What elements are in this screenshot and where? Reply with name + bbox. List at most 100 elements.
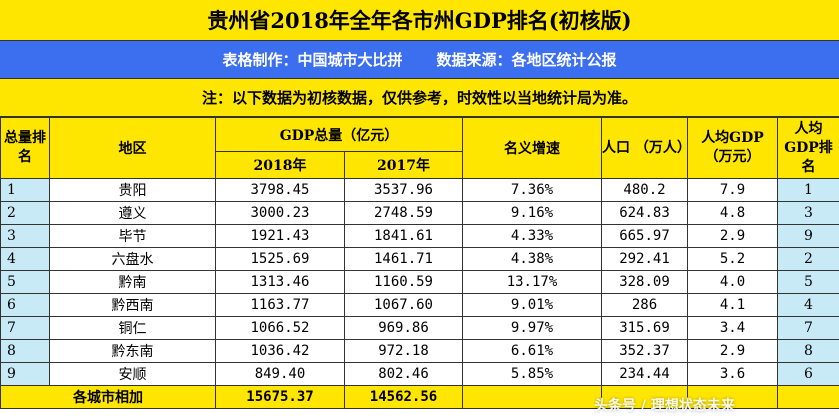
header-per-capita-rank: 人均GDP排名 — [777, 117, 839, 179]
table-row: 5 黔南 1313.46 1160.59 13.17% 328.09 4.0 5 — [0, 270, 839, 294]
cell-gdp-2017: 969.86 — [344, 316, 463, 340]
cell-rank: 7 — [0, 316, 50, 340]
cell-per-capita: 5.2 — [687, 247, 778, 271]
cell-population: 352.37 — [601, 339, 688, 363]
cell-population: 315.69 — [601, 316, 688, 340]
cell-per-capita-rank: 3 — [777, 201, 839, 225]
cell-gdp-2017: 802.46 — [344, 362, 463, 386]
cell-per-capita-rank: 2 — [777, 247, 839, 271]
cell-rank: 1 — [0, 178, 50, 202]
cell-per-capita: 4.1 — [687, 293, 778, 317]
cell-per-capita: 3.4 — [687, 316, 778, 340]
cell-gdp-2018: 1066.52 — [215, 316, 345, 340]
cell-growth: 4.33% — [462, 224, 602, 248]
cell-growth: 9.97% — [462, 316, 602, 340]
cell-rank: 4 — [0, 247, 50, 271]
cell-population: 328.09 — [601, 270, 688, 294]
cell-growth: 9.16% — [462, 201, 602, 225]
header-per-capita: 人均GDP（万元） — [687, 117, 778, 179]
cell-rank: 3 — [0, 224, 50, 248]
cell-per-capita-rank: 8 — [777, 339, 839, 363]
header-gdp-total: GDP总量（亿元） — [215, 117, 463, 152]
table-row: 4 六盘水 1525.69 1461.71 4.38% 292.41 5.2 2 — [0, 247, 839, 271]
cell-growth: 13.17% — [462, 270, 602, 294]
cell-gdp-2018: 3000.23 — [215, 201, 345, 225]
total-gdp-2017: 14562.56 — [344, 385, 463, 409]
cell-region: 黔西南 — [49, 293, 216, 317]
cell-gdp-2017: 1461.71 — [344, 247, 463, 271]
cell-per-capita-rank: 4 — [777, 293, 839, 317]
total-label: 各城市相加 — [0, 385, 216, 409]
cell-rank: 6 — [0, 293, 50, 317]
cell-per-capita-rank: 1 — [777, 178, 839, 202]
cell-growth: 7.36% — [462, 178, 602, 202]
cell-gdp-2017: 1067.60 — [344, 293, 463, 317]
cell-per-capita-rank: 5 — [777, 270, 839, 294]
source-banner: 表格制作：中国城市大比拼 数据来源：各地区统计公报 — [0, 41, 839, 79]
cell-rank: 9 — [0, 362, 50, 386]
header-year-2018: 2018年 — [215, 151, 345, 179]
cell-population: 286 — [601, 293, 688, 317]
table-row: 8 黔东南 1036.42 972.18 6.61% 352.37 2.9 8 — [0, 339, 839, 363]
total-row: 各城市相加 15675.37 14562.56 — [0, 385, 839, 409]
cell-population: 480.2 — [601, 178, 688, 202]
cell-region: 遵义 — [49, 201, 216, 225]
cell-per-capita: 7.9 — [687, 178, 778, 202]
header-rank: 总量排名 — [0, 117, 50, 179]
cell-population: 234.44 — [601, 362, 688, 386]
cell-region: 铜仁 — [49, 316, 216, 340]
cell-population: 624.83 — [601, 201, 688, 225]
table-row: 2 遵义 3000.23 2748.59 9.16% 624.83 4.8 3 — [0, 201, 839, 225]
note-banner: 注：以下数据为初核数据，仅供参考，时效性以当地统计局为准。 — [0, 79, 839, 117]
cell-gdp-2017: 3537.96 — [344, 178, 463, 202]
header-growth: 名义增速 — [462, 117, 602, 179]
header-year-2017: 2017年 — [344, 151, 463, 179]
cell-region: 毕节 — [49, 224, 216, 248]
cell-region: 贵阳 — [49, 178, 216, 202]
cell-per-capita: 4.8 — [687, 201, 778, 225]
table-title: 贵州省2018年全年各市州GDP排名(初核版) — [0, 0, 839, 41]
watermark: 头条号 / 理想状态未来 — [594, 398, 735, 414]
cell-population: 292.41 — [601, 247, 688, 271]
data-source: 数据来源：各地区统计公报 — [436, 51, 617, 69]
cell-gdp-2017: 972.18 — [344, 339, 463, 363]
cell-per-capita: 2.9 — [687, 339, 778, 363]
cell-per-capita: 3.6 — [687, 362, 778, 386]
header-region: 地区 — [49, 117, 216, 179]
cell-rank: 5 — [0, 270, 50, 294]
cell-gdp-2018: 1036.42 — [215, 339, 345, 363]
cell-region: 黔东南 — [49, 339, 216, 363]
table-row: 7 铜仁 1066.52 969.86 9.97% 315.69 3.4 7 — [0, 316, 839, 340]
cell-gdp-2018: 1525.69 — [215, 247, 345, 271]
gdp-ranking-table: 总量排名 地区 GDP总量（亿元） 名义增速 人口 （万人） 人均GDP（万元）… — [0, 117, 839, 409]
table-row: 3 毕节 1921.43 1841.61 4.33% 665.97 2.9 9 — [0, 224, 839, 248]
cell-growth: 5.85% — [462, 362, 602, 386]
table-row: 1 贵阳 3798.45 3537.96 7.36% 480.2 7.9 1 — [0, 178, 839, 202]
cell-population: 665.97 — [601, 224, 688, 248]
cell-per-capita-rank: 7 — [777, 316, 839, 340]
cell-gdp-2017: 2748.59 — [344, 201, 463, 225]
cell-growth: 6.61% — [462, 339, 602, 363]
cell-per-capita-rank: 6 — [777, 362, 839, 386]
cell-gdp-2017: 1841.61 — [344, 224, 463, 248]
header-population: 人口 （万人） — [601, 117, 688, 179]
table-row: 9 安顺 849.40 802.46 5.85% 234.44 3.6 6 — [0, 362, 839, 386]
cell-region: 六盘水 — [49, 247, 216, 271]
cell-region: 安顺 — [49, 362, 216, 386]
cell-gdp-2018: 1313.46 — [215, 270, 345, 294]
cell-per-capita: 2.9 — [687, 224, 778, 248]
cell-gdp-2017: 1160.59 — [344, 270, 463, 294]
table-row: 6 黔西南 1163.77 1067.60 9.01% 286 4.1 4 — [0, 293, 839, 317]
cell-rank: 8 — [0, 339, 50, 363]
cell-rank: 2 — [0, 201, 50, 225]
cell-gdp-2018: 1163.77 — [215, 293, 345, 317]
cell-per-capita: 4.0 — [687, 270, 778, 294]
total-gdp-2018: 15675.37 — [215, 385, 345, 409]
cell-gdp-2018: 1921.43 — [215, 224, 345, 248]
table-maker: 表格制作：中国城市大比拼 — [222, 51, 403, 69]
cell-gdp-2018: 3798.45 — [215, 178, 345, 202]
cell-gdp-2018: 849.40 — [215, 362, 345, 386]
cell-growth: 9.01% — [462, 293, 602, 317]
cell-region: 黔南 — [49, 270, 216, 294]
